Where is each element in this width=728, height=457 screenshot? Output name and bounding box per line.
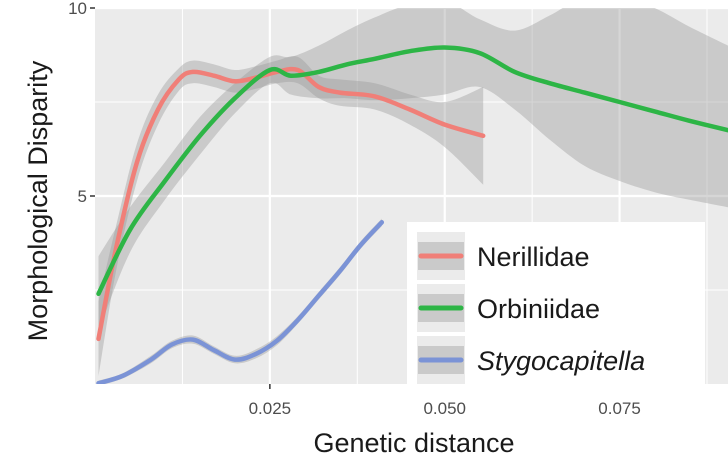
legend-label: Nerillidae [477,242,590,272]
line-series-1 [96,66,486,342]
legend-label: Stygocapitella [477,346,645,376]
y-axis-ticks: 5 10 [68,0,95,206]
x-tick-label: 0.050 [423,399,466,418]
y-tick-label: 5 [78,187,87,206]
y-axis-title: Morphological Disparity [23,60,53,341]
x-axis-title: Genetic distance [313,428,514,457]
series-lines [96,45,728,384]
legend: Nerillidae Orbiniidae Stygocapitella [407,222,705,392]
x-tick-label: 0.075 [598,399,641,418]
x-axis-ticks: 0.025 0.050 0.075 [249,384,641,418]
legend-label: Orbiniidae [477,294,600,324]
y-tick-label: 10 [68,0,87,18]
x-tick-label: 0.025 [249,399,292,418]
line-series-2 [96,45,728,297]
ribbon-series-3 [98,218,382,384]
line-series-3 [96,220,385,384]
